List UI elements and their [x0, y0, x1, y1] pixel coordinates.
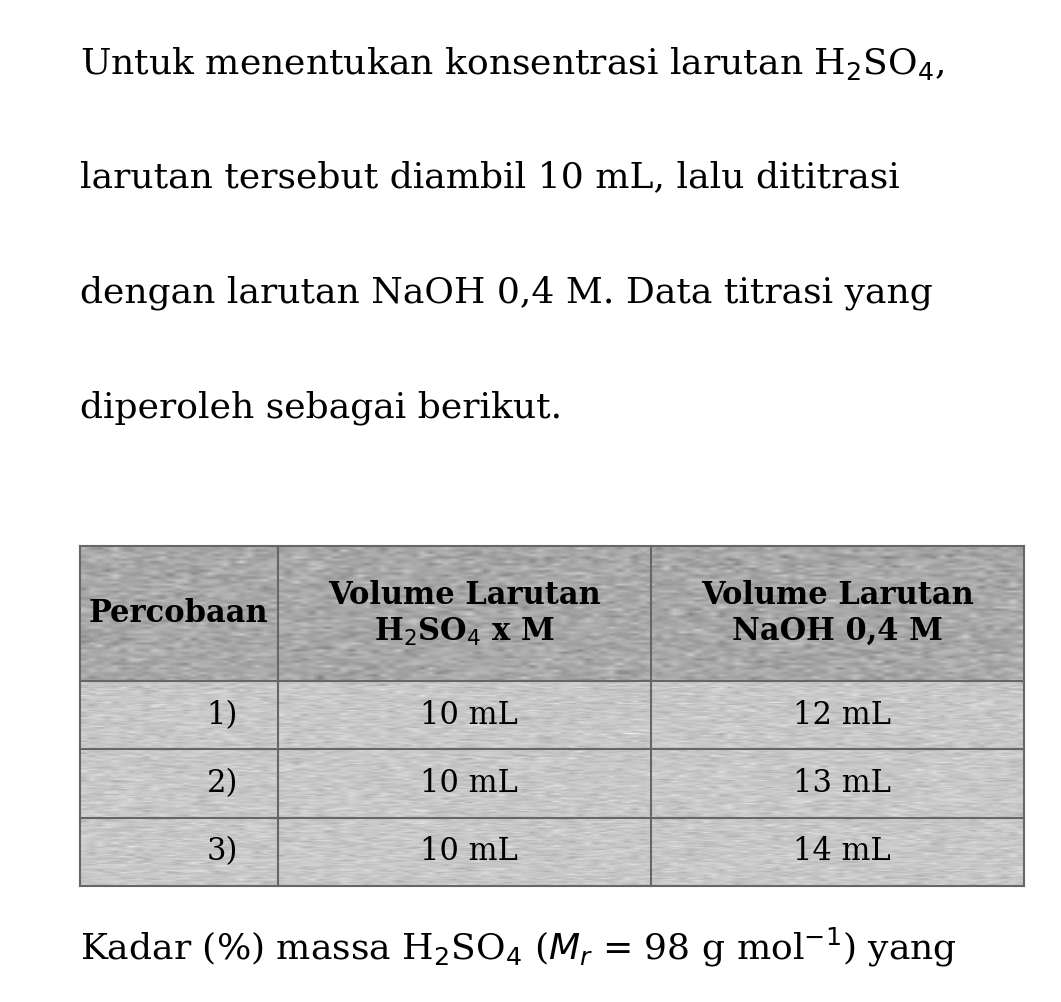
Text: diperoleh sebagai berikut.: diperoleh sebagai berikut.: [80, 391, 561, 425]
Text: 14 mL: 14 mL: [793, 837, 890, 867]
Text: Volume Larutan
H$_2$SO$_4$ x M: Volume Larutan H$_2$SO$_4$ x M: [328, 580, 601, 647]
Text: Percobaan: Percobaan: [89, 598, 268, 629]
Text: Volume Larutan
NaOH 0,4 M: Volume Larutan NaOH 0,4 M: [701, 580, 974, 647]
Text: Untuk menentukan konsentrasi larutan H$_2$SO$_4$,: Untuk menentukan konsentrasi larutan H$_…: [80, 45, 944, 82]
Text: 2): 2): [207, 769, 238, 799]
Text: 10 mL: 10 mL: [419, 700, 518, 730]
Text: 1): 1): [207, 700, 238, 730]
Text: 10 mL: 10 mL: [419, 769, 518, 799]
Text: 13 mL: 13 mL: [793, 769, 890, 799]
Text: Kadar (%) massa H$_2$SO$_4$ ($M_r$ = 98 g mol$^{-1}$) yang: Kadar (%) massa H$_2$SO$_4$ ($M_r$ = 98 …: [80, 926, 957, 969]
Text: dengan larutan NaOH 0,4 M. Data titrasi yang: dengan larutan NaOH 0,4 M. Data titrasi …: [80, 276, 933, 310]
Text: larutan tersebut diambil 10 mL, lalu dititrasi: larutan tersebut diambil 10 mL, lalu dit…: [80, 160, 900, 194]
Text: 12 mL: 12 mL: [793, 700, 890, 730]
Text: 3): 3): [207, 837, 238, 867]
Text: 10 mL: 10 mL: [419, 837, 518, 867]
